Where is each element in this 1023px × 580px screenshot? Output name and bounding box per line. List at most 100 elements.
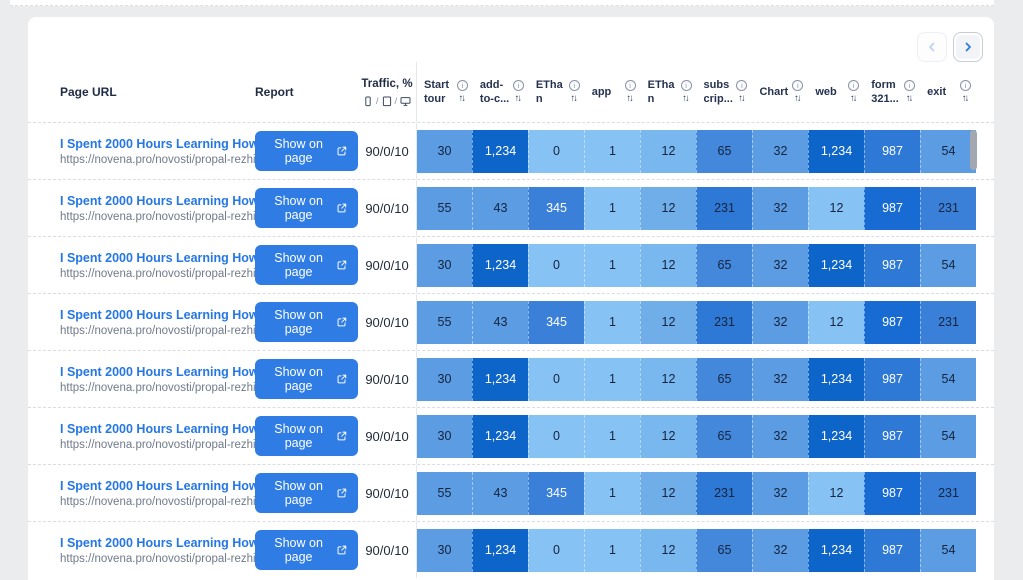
page-title-link[interactable]: I Spent 2000 Hours Learning How To Lea..… [60,250,255,265]
show-on-page-button[interactable]: Show on page [255,302,358,342]
heatmap-cell[interactable]: 1 [584,528,640,572]
heatmap-cell[interactable]: 0 [528,414,584,458]
heatmap-cell[interactable]: 1,234 [472,528,528,572]
scroll-columns-right-button[interactable] [953,32,983,62]
sort-icon[interactable]: ↑↓ [962,93,970,104]
sort-icon[interactable]: ↑↓ [906,93,914,104]
heatmap-cell[interactable]: 30 [417,129,472,173]
heatmap-cell[interactable]: 0 [528,528,584,572]
heatmap-cell[interactable]: 55 [417,300,472,344]
heatmap-cell[interactable]: 12 [640,471,696,515]
show-on-page-button[interactable]: Show on page [255,473,358,513]
heatmap-cell[interactable]: 987 [864,471,920,515]
sort-icon[interactable]: ↑↓ [738,93,746,104]
metric-column-header[interactable]: form 321... i ↑↓ [864,78,920,107]
heatmap-cell[interactable]: 54 [920,357,976,401]
sort-icon[interactable]: ↑↓ [459,93,467,104]
metric-column-header[interactable]: Start tour i ↑↓ [417,78,473,107]
info-icon[interactable]: i [736,80,748,91]
heatmap-cell[interactable]: 12 [640,357,696,401]
heatmap-cell[interactable]: 54 [920,129,976,173]
heatmap-cell[interactable]: 54 [920,414,976,458]
heatmap-cell[interactable]: 1,234 [808,129,864,173]
heatmap-cell[interactable]: 12 [808,186,864,230]
heatmap-cell[interactable]: 65 [696,243,752,287]
heatmap-cell[interactable]: 54 [920,243,976,287]
heatmap-cell[interactable]: 231 [696,471,752,515]
heatmap-cell[interactable]: 987 [864,528,920,572]
heatmap-cell[interactable]: 0 [528,129,584,173]
heatmap-cell[interactable]: 12 [640,300,696,344]
show-on-page-button[interactable]: Show on page [255,245,358,285]
heatmap-cell[interactable]: 231 [920,186,976,230]
vertical-scrollbar-thumb[interactable] [970,130,977,170]
sort-icon[interactable]: ↑↓ [570,93,578,104]
sort-icon[interactable]: ↑↓ [850,93,858,104]
heatmap-cell[interactable]: 32 [752,528,808,572]
heatmap-cell[interactable]: 1 [584,129,640,173]
metric-column-header[interactable]: subs crip... i ↑↓ [697,78,753,107]
heatmap-cell[interactable]: 231 [920,300,976,344]
heatmap-cell[interactable]: 43 [472,186,528,230]
heatmap-cell[interactable]: 987 [864,357,920,401]
heatmap-cell[interactable]: 32 [752,414,808,458]
heatmap-cell[interactable]: 1,234 [808,414,864,458]
heatmap-cell[interactable]: 231 [696,300,752,344]
heatmap-cell[interactable]: 32 [752,300,808,344]
heatmap-cell[interactable]: 54 [920,528,976,572]
info-icon[interactable]: i [456,80,468,91]
heatmap-cell[interactable]: 12 [640,186,696,230]
page-title-link[interactable]: I Spent 2000 Hours Learning How To Lea..… [60,307,255,322]
heatmap-cell[interactable]: 32 [752,471,808,515]
heatmap-cell[interactable]: 987 [864,300,920,344]
heatmap-cell[interactable]: 12 [640,129,696,173]
metric-column-header[interactable]: web i ↑↓ [808,80,864,104]
heatmap-cell[interactable]: 1,234 [808,243,864,287]
heatmap-cell[interactable]: 1,234 [808,528,864,572]
info-icon[interactable]: i [512,80,524,91]
heatmap-cell[interactable]: 30 [417,357,472,401]
heatmap-cell[interactable]: 12 [640,414,696,458]
heatmap-cell[interactable]: 1 [584,414,640,458]
heatmap-cell[interactable]: 30 [417,528,472,572]
heatmap-cell[interactable]: 231 [696,186,752,230]
heatmap-cell[interactable]: 1,234 [808,357,864,401]
metric-column-header[interactable]: ETha n i ↑↓ [529,78,585,107]
heatmap-cell[interactable]: 65 [696,357,752,401]
heatmap-cell[interactable]: 55 [417,186,472,230]
heatmap-cell[interactable]: 987 [864,414,920,458]
metric-column-header[interactable]: exit i ↑↓ [920,80,976,104]
info-icon[interactable]: i [680,80,692,91]
heatmap-cell[interactable]: 12 [808,300,864,344]
heatmap-cell[interactable]: 1 [584,186,640,230]
info-icon[interactable]: i [904,80,916,91]
metric-column-header[interactable]: app i ↑↓ [585,80,641,104]
heatmap-cell[interactable]: 12 [640,243,696,287]
heatmap-cell[interactable]: 1 [584,243,640,287]
heatmap-cell[interactable]: 1,234 [472,243,528,287]
page-title-link[interactable]: I Spent 2000 Hours Learning How To Lea..… [60,364,255,379]
heatmap-cell[interactable]: 1,234 [472,129,528,173]
metric-column-header[interactable]: add- to-c... i ↑↓ [473,78,529,107]
heatmap-cell[interactable]: 1,234 [472,414,528,458]
show-on-page-button[interactable]: Show on page [255,359,358,399]
info-icon[interactable]: i [624,80,636,91]
heatmap-cell[interactable]: 987 [864,186,920,230]
sort-icon[interactable]: ↑↓ [794,93,802,104]
heatmap-cell[interactable]: 345 [528,471,584,515]
heatmap-cell[interactable]: 55 [417,471,472,515]
heatmap-cell[interactable]: 30 [417,243,472,287]
heatmap-cell[interactable]: 32 [752,243,808,287]
heatmap-cell[interactable]: 30 [417,414,472,458]
info-icon[interactable]: i [792,80,804,91]
heatmap-cell[interactable]: 32 [752,186,808,230]
heatmap-cell[interactable]: 1 [584,357,640,401]
heatmap-cell[interactable]: 65 [696,414,752,458]
heatmap-cell[interactable]: 1 [584,471,640,515]
sort-icon[interactable]: ↑↓ [515,93,523,104]
heatmap-cell[interactable]: 1,234 [472,357,528,401]
heatmap-cell[interactable]: 987 [864,243,920,287]
heatmap-cell[interactable]: 12 [640,528,696,572]
page-title-link[interactable]: I Spent 2000 Hours Learning How To Lea..… [60,478,255,493]
heatmap-cell[interactable]: 987 [864,129,920,173]
